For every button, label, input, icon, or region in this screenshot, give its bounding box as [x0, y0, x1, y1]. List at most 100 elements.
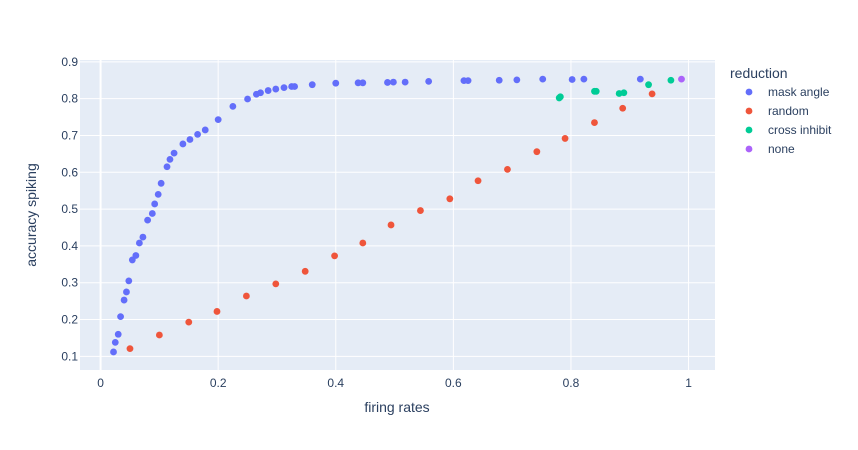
data-point[interactable] [619, 104, 627, 112]
data-point[interactable] [354, 79, 362, 87]
data-point[interactable] [213, 308, 221, 315]
data-point[interactable] [132, 252, 140, 259]
data-point[interactable] [186, 136, 194, 143]
data-point[interactable] [291, 83, 299, 90]
data-point[interactable] [280, 84, 288, 92]
data-points[interactable] [110, 75, 685, 356]
data-point[interactable] [636, 75, 644, 83]
data-point[interactable] [139, 233, 147, 241]
y-axis-ticks: 0.1 0.2 0.3 0.4 0.5 0.6 0.7 0.8 0.9 [61, 55, 78, 364]
x-tick-label: 0.4 [327, 376, 344, 390]
x-axis-title: firing rates [364, 399, 429, 415]
data-point[interactable] [539, 75, 547, 83]
data-point[interactable] [242, 292, 250, 300]
legend-marker [745, 145, 753, 153]
data-point[interactable] [125, 277, 133, 285]
data-point[interactable] [533, 148, 541, 156]
legend-item-random[interactable]: random [745, 104, 809, 118]
x-tick-label: 0.6 [445, 376, 462, 390]
data-point[interactable] [154, 190, 162, 198]
data-point[interactable] [301, 267, 309, 275]
series-mask-angle[interactable] [110, 75, 644, 356]
legend-title: reduction [730, 65, 788, 81]
data-point[interactable] [201, 126, 209, 134]
data-point[interactable] [425, 77, 433, 85]
data-point[interactable] [331, 252, 338, 260]
data-point[interactable] [387, 221, 395, 229]
data-point[interactable] [513, 76, 521, 84]
series-cross-inhibit[interactable] [555, 76, 675, 102]
data-point[interactable] [163, 163, 171, 171]
series-random[interactable] [126, 90, 656, 353]
data-point[interactable] [144, 216, 152, 224]
legend-item-cross-inhibit[interactable]: cross inhibit [745, 123, 832, 137]
data-point[interactable] [308, 81, 316, 89]
data-point[interactable] [464, 77, 472, 85]
data-point[interactable] [648, 90, 656, 98]
data-point[interactable] [126, 345, 134, 353]
data-point[interactable] [214, 116, 222, 124]
data-point[interactable] [272, 280, 280, 288]
series-none[interactable] [678, 75, 685, 83]
data-point[interactable] [110, 348, 117, 356]
y-tick-label: 0.6 [61, 165, 78, 179]
data-point[interactable] [667, 76, 675, 84]
data-point[interactable] [272, 85, 280, 93]
legend-label: none [768, 142, 795, 156]
y-axis-title: accuracy spiking [23, 163, 39, 267]
x-tick-label: 0.2 [210, 376, 227, 390]
data-point[interactable] [170, 149, 178, 157]
data-point[interactable] [185, 318, 193, 326]
data-point[interactable] [111, 338, 119, 346]
data-point[interactable] [114, 330, 122, 338]
data-point[interactable] [556, 93, 564, 101]
data-point[interactable] [166, 156, 174, 163]
data-point[interactable] [117, 313, 124, 321]
y-tick-label: 0.7 [61, 128, 78, 142]
legend-label: mask angle [768, 85, 830, 99]
data-point[interactable] [179, 140, 187, 148]
data-point[interactable] [446, 195, 454, 203]
data-point[interactable] [678, 75, 685, 83]
data-point[interactable] [123, 288, 130, 296]
data-point[interactable] [148, 210, 156, 217]
legend[interactable]: reduction mask angle random cross inhibit n… [730, 65, 832, 156]
data-point[interactable] [474, 177, 482, 185]
data-point[interactable] [194, 130, 201, 138]
data-point[interactable] [417, 207, 424, 214]
data-point[interactable] [359, 79, 367, 87]
data-point[interactable] [592, 87, 600, 95]
x-tick-label: 0 [97, 376, 104, 390]
data-point[interactable] [495, 76, 503, 84]
y-tick-label: 0.3 [61, 276, 78, 290]
data-point[interactable] [504, 165, 511, 173]
y-tick-label: 0.8 [61, 92, 78, 106]
data-point[interactable] [135, 239, 143, 247]
data-point[interactable] [620, 89, 628, 97]
data-point[interactable] [561, 135, 569, 142]
legend-marker [745, 88, 753, 96]
data-point[interactable] [264, 87, 272, 94]
data-point[interactable] [384, 79, 391, 86]
data-point[interactable] [580, 75, 588, 83]
data-point[interactable] [568, 76, 576, 83]
data-point[interactable] [244, 95, 251, 103]
y-tick-label: 0.9 [61, 55, 78, 69]
legend-item-mask-angle[interactable]: mask angle [745, 85, 830, 99]
data-point[interactable] [332, 79, 340, 87]
data-point[interactable] [120, 296, 128, 304]
legend-item-none[interactable]: none [745, 142, 795, 156]
grid-lines [80, 60, 715, 370]
data-point[interactable] [155, 331, 163, 339]
data-point[interactable] [591, 119, 598, 126]
legend-label: cross inhibit [768, 123, 832, 137]
data-point[interactable] [645, 81, 652, 89]
data-point[interactable] [257, 89, 264, 97]
data-point[interactable] [157, 179, 165, 187]
data-point[interactable] [229, 102, 237, 110]
data-point[interactable] [401, 78, 409, 86]
data-point[interactable] [359, 239, 367, 247]
data-point[interactable] [151, 200, 159, 208]
data-point[interactable] [389, 78, 397, 86]
